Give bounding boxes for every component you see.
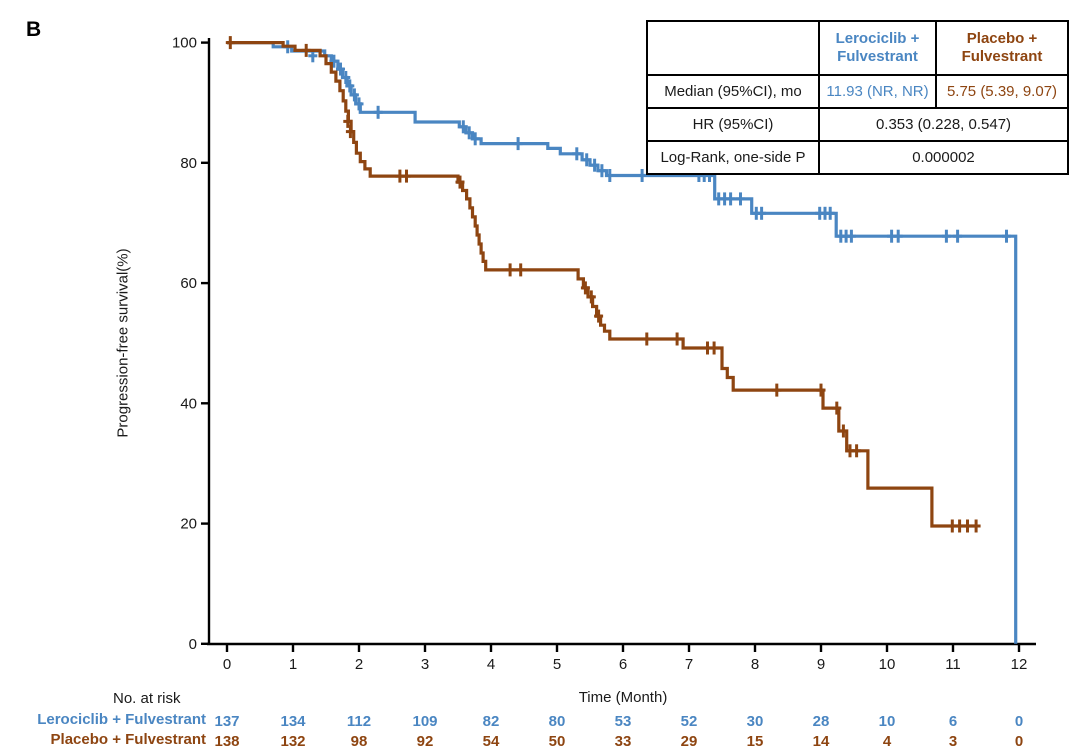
median-row-label: Median (95%CI), mo xyxy=(646,74,820,109)
y-tick-label: 60 xyxy=(180,275,197,292)
x-tick-label: 11 xyxy=(945,656,961,673)
panel-label: B xyxy=(26,18,42,41)
risk-count: 53 xyxy=(615,713,632,730)
risk-count: 28 xyxy=(813,713,830,730)
x-tick-label: 7 xyxy=(685,656,693,673)
risk-count: 82 xyxy=(483,713,500,730)
risk-count: 54 xyxy=(483,733,500,750)
x-tick-label: 5 xyxy=(553,656,561,673)
y-axis-title: Progression-free survival(%) xyxy=(114,248,132,438)
x-tick-label: 10 xyxy=(879,656,896,673)
risk-count: 138 xyxy=(214,733,239,750)
x-tick-label: 0 xyxy=(223,656,231,673)
x-tick-label: 1 xyxy=(289,656,297,673)
risk-count: 3 xyxy=(949,733,957,750)
header-lerociclib-line1: Lerociclib + xyxy=(835,30,920,47)
stats-table-header-placebo: Placebo + Fulvestrant xyxy=(935,20,1069,76)
stats-table-logrank-row: Log-Rank, one-side P 0.000002 xyxy=(646,140,1069,175)
y-tick-label: 40 xyxy=(180,395,197,412)
risk-counts-placebo: 138 132 98 92 54 50 33 29 15 14 4 3 0 xyxy=(214,733,1023,750)
risk-count: 52 xyxy=(681,713,698,730)
stats-table-median-row: Median (95%CI), mo 11.93 (NR, NR) 5.75 (… xyxy=(646,74,1069,109)
risk-count: 14 xyxy=(813,733,830,750)
x-tick-label: 12 xyxy=(1011,656,1028,673)
stats-table-header-lerociclib: Lerociclib + Fulvestrant xyxy=(818,20,937,76)
y-tick-label: 0 xyxy=(189,636,197,653)
median-placebo-value: 5.75 (5.39, 9.07) xyxy=(935,74,1069,109)
x-axis: 0 1 2 3 4 5 6 7 8 9 10 11 12 xyxy=(207,642,1036,673)
risk-row-label-lerociclib: Lerociclib + Fulvestrant xyxy=(37,711,206,728)
stats-table-header-row: Lerociclib + Fulvestrant Placebo + Fulve… xyxy=(646,20,1069,76)
stats-table-empty-cell xyxy=(646,20,820,76)
risk-count: 92 xyxy=(417,733,434,750)
no-at-risk-label: No. at risk xyxy=(113,690,181,707)
x-tick-label: 6 xyxy=(619,656,627,673)
x-axis-title: Time (Month) xyxy=(578,689,668,706)
risk-count: 33 xyxy=(615,733,632,750)
header-placebo-line1: Placebo + xyxy=(966,30,1038,47)
censor-marks-placebo xyxy=(225,36,981,533)
risk-count: 0 xyxy=(1015,713,1023,730)
x-tick-label: 3 xyxy=(421,656,429,673)
header-lerociclib-line2: Fulvestrant xyxy=(837,48,918,65)
censor-marks-lerociclib xyxy=(283,40,1011,243)
y-tick-label: 80 xyxy=(180,155,197,172)
risk-count: 132 xyxy=(280,733,305,750)
x-tick-label: 2 xyxy=(355,656,363,673)
logrank-value: 0.000002 xyxy=(818,140,1069,175)
risk-count: 15 xyxy=(747,733,764,750)
header-placebo-line2: Fulvestrant xyxy=(961,48,1043,65)
median-lerociclib-value: 11.93 (NR, NR) xyxy=(818,74,937,109)
risk-count: 10 xyxy=(879,713,896,730)
x-tick-label: 4 xyxy=(487,656,495,673)
stats-table-hr-row: HR (95%CI) 0.353 (0.228, 0.547) xyxy=(646,107,1069,142)
km-curve-placebo xyxy=(227,41,977,528)
y-axis: 0 20 40 60 80 100 xyxy=(172,35,211,653)
risk-count: 137 xyxy=(214,713,239,730)
x-tick-label: 8 xyxy=(751,656,759,673)
risk-count: 0 xyxy=(1015,733,1023,750)
risk-count: 6 xyxy=(949,713,957,730)
risk-count: 98 xyxy=(351,733,368,750)
x-tick-label: 9 xyxy=(817,656,825,673)
risk-count: 109 xyxy=(412,713,437,730)
y-tick-label: 20 xyxy=(180,516,197,533)
risk-count: 80 xyxy=(549,713,566,730)
hr-row-label: HR (95%CI) xyxy=(646,107,820,142)
risk-count: 50 xyxy=(549,733,566,750)
risk-count: 4 xyxy=(883,733,892,750)
risk-count: 112 xyxy=(347,713,371,730)
risk-count: 134 xyxy=(280,713,306,730)
risk-count: 29 xyxy=(681,733,698,750)
logrank-row-label: Log-Rank, one-side P xyxy=(646,140,820,175)
risk-count: 30 xyxy=(747,713,764,730)
risk-counts-lerociclib: 137 134 112 109 82 80 53 52 30 28 10 6 0 xyxy=(214,713,1023,730)
y-tick-label: 100 xyxy=(172,35,197,52)
stats-table: Lerociclib + Fulvestrant Placebo + Fulve… xyxy=(646,20,1069,175)
risk-row-label-placebo: Placebo + Fulvestrant xyxy=(50,731,206,748)
hr-value: 0.353 (0.228, 0.547) xyxy=(818,107,1069,142)
